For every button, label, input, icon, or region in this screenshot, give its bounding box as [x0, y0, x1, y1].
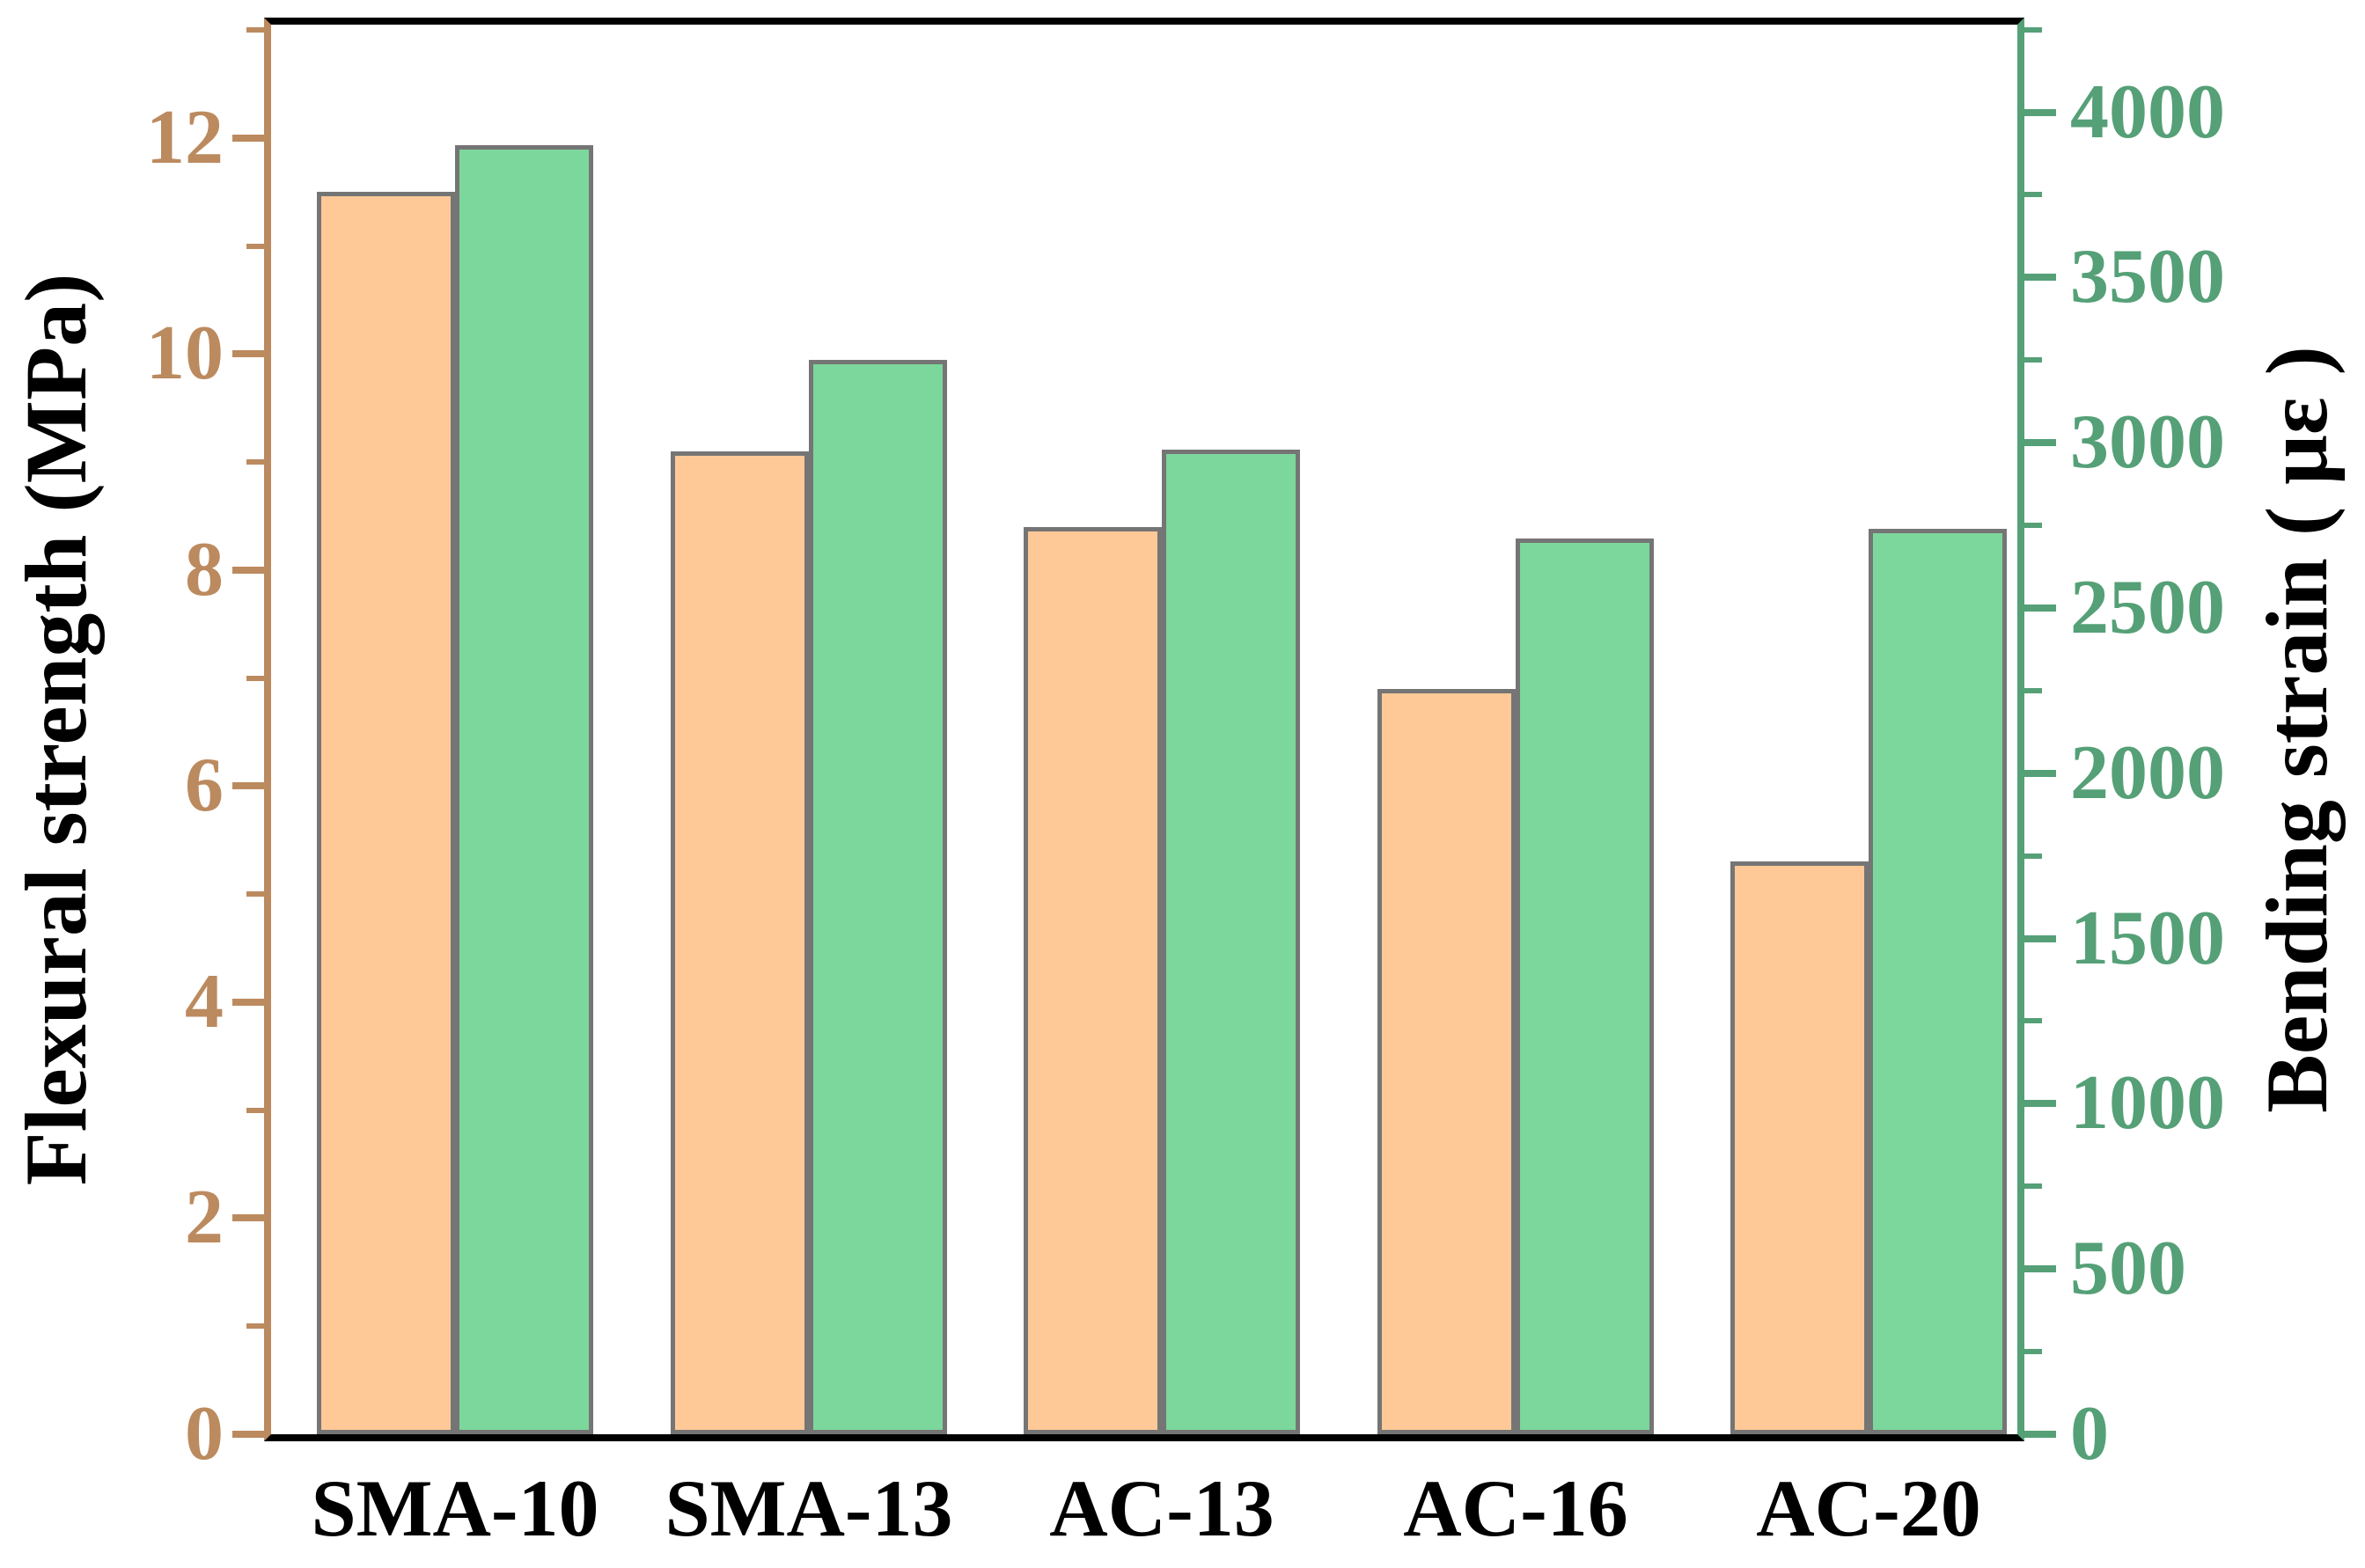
right-axis-tick-label: 2500	[2070, 564, 2225, 650]
left-axis-tick-label: 2	[185, 1175, 224, 1261]
right-axis-tick-label: 500	[2070, 1226, 2186, 1312]
plot-area	[264, 18, 2024, 1441]
right-axis-major-tick	[2024, 604, 2056, 612]
left-axis-major-tick	[232, 998, 264, 1006]
right-axis-tick-label: 3500	[2070, 234, 2225, 320]
left-axis-minor-tick	[246, 1323, 264, 1330]
right-axis-major-tick	[2024, 108, 2056, 116]
bar-bending-strain-ac-20	[1869, 528, 2007, 1434]
left-axis-minor-tick	[246, 243, 264, 249]
right-axis-major-tick	[2024, 934, 2056, 942]
left-axis-tick-label: 10	[146, 311, 224, 397]
right-axis-tick-label: 1000	[2070, 1060, 2225, 1147]
left-axis-major-tick	[232, 1431, 264, 1438]
bar-flexural-strength-ac-13	[1024, 526, 1162, 1434]
left-axis-major-tick	[232, 782, 264, 790]
left-axis-minor-tick	[246, 27, 264, 33]
left-axis-major-tick	[232, 134, 264, 142]
right-axis-major-tick	[2024, 274, 2056, 282]
right-axis-major-tick	[2024, 1265, 2056, 1273]
right-axis-major-tick	[2024, 769, 2056, 777]
left-axis-minor-tick	[246, 891, 264, 898]
bar-bending-strain-sma-13	[809, 360, 947, 1434]
right-axis-minor-tick	[2024, 523, 2042, 529]
right-axis-minor-tick	[2024, 853, 2042, 859]
right-axis-tick-label: 2000	[2070, 729, 2225, 816]
x-axis-tick-label: AC-13	[1049, 1463, 1274, 1553]
bar-flexural-strength-sma-13	[671, 451, 809, 1434]
right-axis-title: Bending strain ( με )	[2248, 346, 2346, 1113]
right-axis-minor-tick	[2024, 26, 2042, 33]
right-axis-minor-tick	[2024, 357, 2042, 363]
bar-bending-strain-ac-13	[1162, 449, 1300, 1434]
left-axis-title: Flexural strength (MPa)	[7, 273, 105, 1186]
bar-bending-strain-ac-16	[1516, 539, 1654, 1434]
right-axis-tick-label: 4000	[2070, 69, 2225, 155]
left-axis-tick-label: 8	[185, 526, 224, 612]
left-axis-tick-label: 0	[185, 1391, 224, 1476]
left-axis-major-tick	[232, 350, 264, 358]
x-axis-tick-label: SMA-10	[311, 1463, 599, 1553]
left-axis-minor-tick	[246, 459, 264, 465]
x-axis-tick-label: SMA-13	[665, 1463, 953, 1553]
right-axis-minor-tick	[2024, 1183, 2042, 1190]
bar-flexural-strength-sma-10	[317, 192, 455, 1434]
left-axis-minor-tick	[246, 1107, 264, 1113]
bar-flexural-strength-ac-20	[1730, 861, 1869, 1434]
right-axis-major-tick	[2024, 1431, 2056, 1438]
x-axis-tick-label: AC-20	[1756, 1463, 1981, 1553]
right-axis-tick-label: 3000	[2070, 399, 2225, 486]
right-axis-minor-tick	[2024, 1349, 2042, 1355]
left-axis-tick-label: 6	[185, 743, 224, 829]
bar-bending-strain-sma-10	[455, 145, 593, 1434]
left-axis-tick-label: 4	[185, 958, 224, 1044]
x-axis-tick-label: AC-16	[1403, 1463, 1628, 1553]
right-axis-tick-label: 0	[2070, 1391, 2109, 1476]
right-axis-minor-tick	[2024, 1018, 2042, 1024]
right-axis-major-tick	[2024, 439, 2056, 447]
right-axis-tick-label: 1500	[2070, 895, 2225, 981]
right-axis-minor-tick	[2024, 687, 2042, 693]
right-axis-minor-tick	[2024, 192, 2042, 198]
left-axis-minor-tick	[246, 675, 264, 681]
right-axis-major-tick	[2024, 1100, 2056, 1108]
left-axis-tick-label: 12	[146, 94, 224, 180]
bar-flexural-strength-ac-16	[1377, 688, 1516, 1434]
left-axis-major-tick	[232, 566, 264, 574]
left-axis-major-tick	[232, 1214, 264, 1222]
